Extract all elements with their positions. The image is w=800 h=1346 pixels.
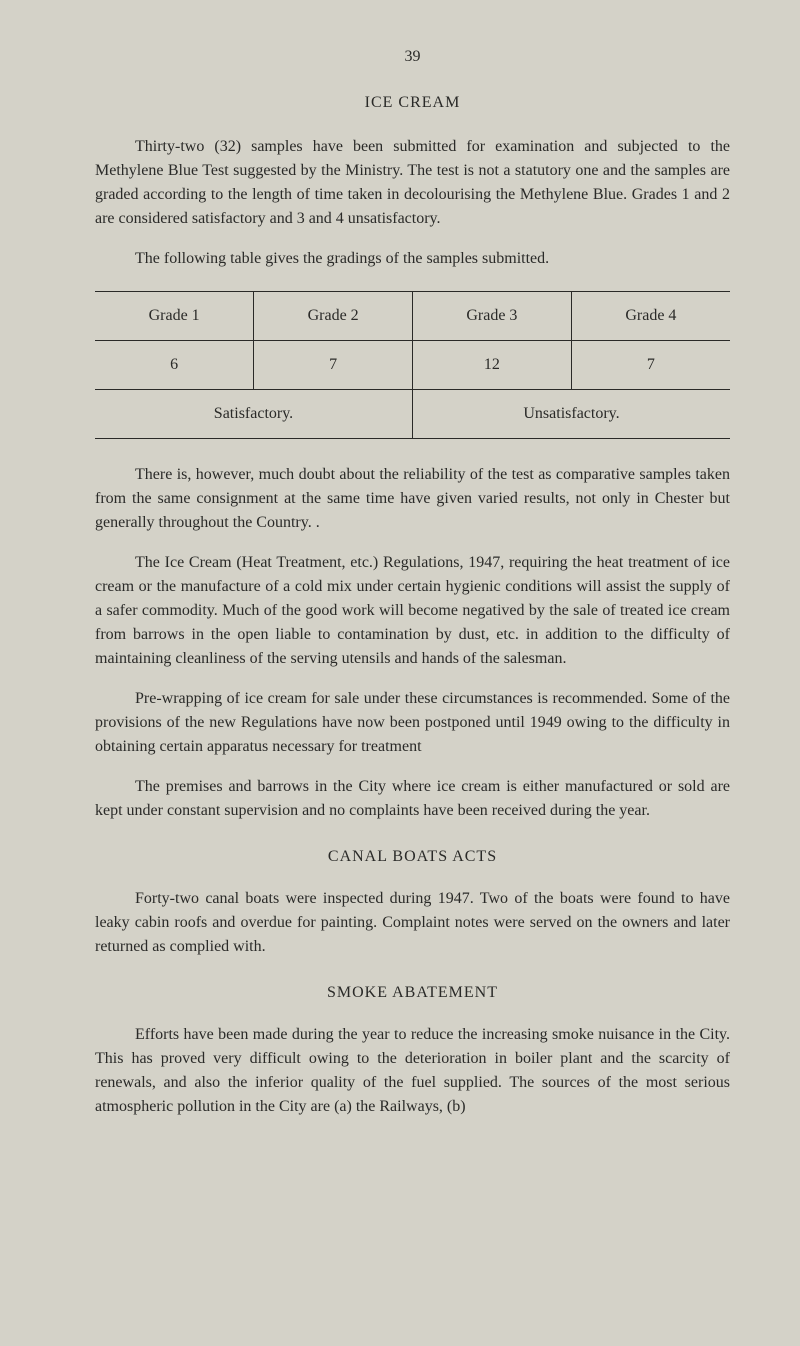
table-cell: 7 (254, 341, 413, 390)
table-header-cell: Grade 4 (571, 292, 730, 341)
table-cell: 12 (413, 341, 572, 390)
paragraph: The following table gives the gradings o… (95, 247, 730, 271)
page-number: 39 (95, 45, 730, 69)
section-heading-ice-cream: ICE CREAM (95, 91, 730, 115)
paragraph: Thirty-two (32) samples have been submit… (95, 135, 730, 231)
table-cell: 6 (95, 341, 254, 390)
table-header-cell: Grade 3 (413, 292, 572, 341)
table-header-cell: Grade 1 (95, 292, 254, 341)
table-data-row: 6 7 12 7 (95, 341, 730, 390)
paragraph: Efforts have been made during the year t… (95, 1023, 730, 1119)
section-heading-smoke-abatement: SMOKE ABATEMENT (95, 981, 730, 1005)
grades-table: Grade 1 Grade 2 Grade 3 Grade 4 6 7 12 7… (95, 291, 730, 439)
section-heading-canal-boats: CANAL BOATS ACTS (95, 845, 730, 869)
paragraph: Pre-wrapping of ice cream for sale under… (95, 687, 730, 759)
table-summary-cell: Satisfactory. (95, 390, 413, 439)
table-summary-row: Satisfactory. Unsatisfactory. (95, 390, 730, 439)
table-header-row: Grade 1 Grade 2 Grade 3 Grade 4 (95, 292, 730, 341)
table-summary-cell: Unsatisfactory. (413, 390, 731, 439)
table-header-cell: Grade 2 (254, 292, 413, 341)
paragraph: Forty-two canal boats were inspected dur… (95, 887, 730, 959)
table-cell: 7 (571, 341, 730, 390)
paragraph: There is, however, much doubt about the … (95, 463, 730, 535)
paragraph: The Ice Cream (Heat Treatment, etc.) Reg… (95, 551, 730, 671)
paragraph: The premises and barrows in the City whe… (95, 775, 730, 823)
